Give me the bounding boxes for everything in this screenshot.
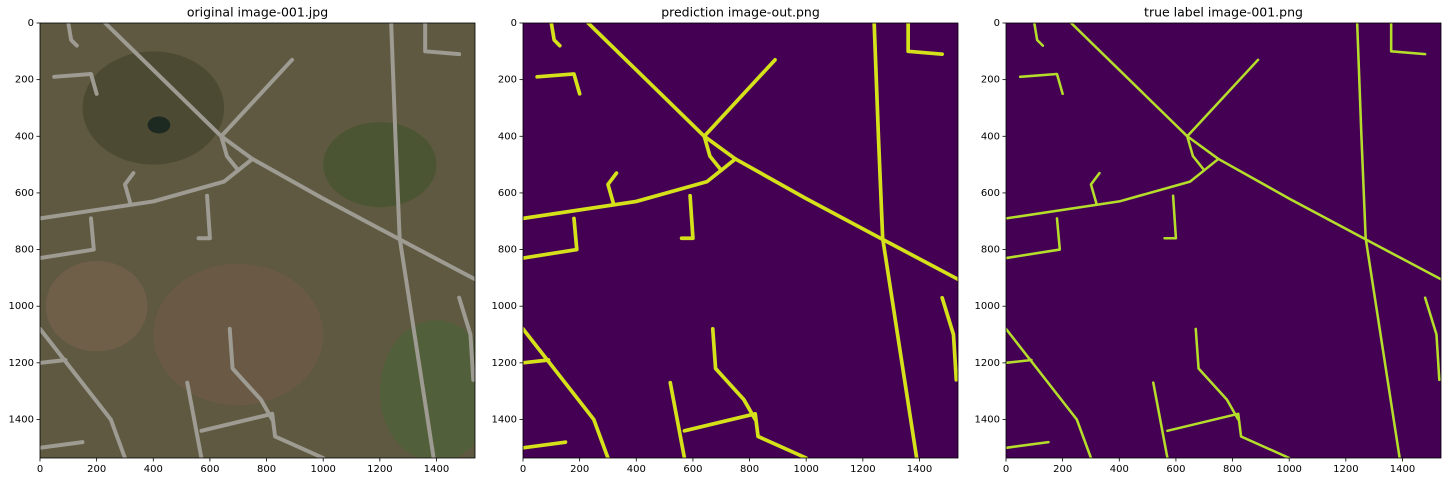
x-tick-label: 600: [683, 464, 702, 475]
y-tick-label: 200: [981, 75, 1000, 86]
y-tick-label: 1400: [492, 414, 517, 425]
axes-frame: [522, 22, 959, 459]
x-tick-label: 0: [520, 464, 526, 475]
panel-title: true label image-001.png: [1144, 5, 1303, 20]
y-tick-label: 800: [498, 245, 517, 256]
y-tick-label: 400: [498, 131, 517, 142]
y-tick-label: 0: [28, 18, 34, 29]
y-tick-label: 800: [981, 245, 1000, 256]
x-tick-label: 1200: [850, 464, 875, 475]
label-image: [1006, 23, 1441, 458]
x-tick-label: 0: [37, 464, 43, 475]
x-tick-label: 800: [1223, 464, 1242, 475]
y-tick-label: 400: [981, 131, 1000, 142]
y-tick-label: 1000: [492, 301, 517, 312]
prediction-image: [523, 23, 958, 458]
axes-frame: [1005, 22, 1442, 459]
x-tick-label: 600: [200, 464, 219, 475]
x-tick-label: 400: [144, 464, 163, 475]
y-tick-label: 1400: [9, 414, 34, 425]
x-tick-label: 200: [87, 464, 106, 475]
y-tick-label: 1200: [975, 358, 1000, 369]
satellite-image: [40, 23, 475, 458]
x-tick-label: 1200: [367, 464, 392, 475]
x-tick-label: 200: [570, 464, 589, 475]
x-tick-label: 600: [1166, 464, 1185, 475]
y-tick-label: 200: [15, 75, 34, 86]
y-tick-label: 0: [994, 18, 1000, 29]
y-tick-label: 800: [15, 245, 34, 256]
x-tick-label: 1400: [907, 464, 932, 475]
y-tick-label: 0: [511, 18, 517, 29]
x-tick-label: 200: [1053, 464, 1072, 475]
x-tick-label: 1000: [793, 464, 818, 475]
y-tick-label: 600: [498, 188, 517, 199]
x-tick-label: 1000: [310, 464, 335, 475]
x-tick-label: 400: [1110, 464, 1129, 475]
x-tick-label: 1400: [1390, 464, 1415, 475]
y-tick-label: 1400: [975, 414, 1000, 425]
x-tick-label: 1000: [1276, 464, 1301, 475]
y-tick-label: 600: [981, 188, 1000, 199]
x-tick-label: 400: [627, 464, 646, 475]
x-tick-label: 0: [1003, 464, 1009, 475]
y-tick-label: 1200: [492, 358, 517, 369]
y-tick-label: 400: [15, 131, 34, 142]
y-tick-label: 1200: [9, 358, 34, 369]
x-tick-label: 1400: [424, 464, 449, 475]
y-tick-label: 1000: [975, 301, 1000, 312]
axes-frame: [39, 22, 476, 459]
panel-title: prediction image-out.png: [661, 5, 820, 20]
x-tick-label: 1200: [1333, 464, 1358, 475]
x-tick-label: 800: [257, 464, 276, 475]
y-tick-label: 600: [15, 188, 34, 199]
y-tick-label: 1000: [9, 301, 34, 312]
panel-title: original image-001.jpg: [187, 5, 328, 20]
y-tick-label: 200: [498, 75, 517, 86]
x-tick-label: 800: [740, 464, 759, 475]
